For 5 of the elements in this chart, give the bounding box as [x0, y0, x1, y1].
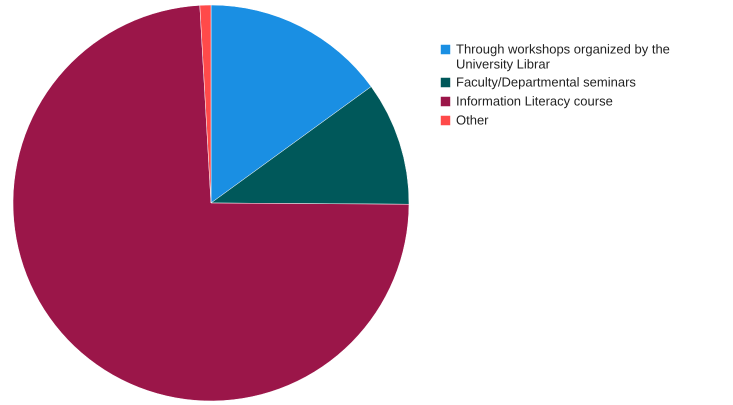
- legend-label: Information Literacy course: [456, 94, 613, 108]
- pie-slice: [12, 5, 410, 402]
- legend-label: Other: [456, 112, 490, 128]
- legend-label: Through workshops organized by the University Librar: [456, 42, 670, 72]
- legend-label: Faculty/Departmental seminars: [456, 74, 636, 90]
